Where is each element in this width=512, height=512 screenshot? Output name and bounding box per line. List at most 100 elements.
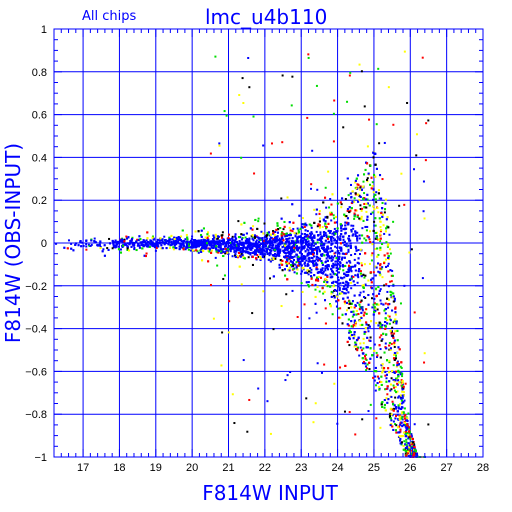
data-point [335,240,338,243]
data-point [405,454,408,457]
data-point [295,244,298,247]
data-point [359,207,362,210]
data-point [300,226,303,229]
data-point [298,214,301,217]
data-point [390,342,393,345]
data-point [332,237,335,240]
data-point [145,239,148,242]
data-point [378,292,381,295]
data-point [251,245,254,248]
data-point [390,395,393,398]
data-point [355,344,358,347]
data-point [303,235,306,238]
data-point [407,434,410,437]
data-point [292,227,295,230]
data-point [344,273,347,276]
data-point [164,239,167,242]
data-point [394,417,397,420]
data-point [224,250,227,253]
data-point [347,282,350,285]
data-point [335,246,338,249]
data-point [400,417,403,420]
data-point [331,193,334,196]
data-point [374,163,377,166]
data-point [215,235,218,238]
data-point [131,236,134,239]
data-point [220,251,223,254]
data-point [155,246,158,249]
data-point [385,387,388,390]
data-point [240,247,243,250]
data-point [285,245,288,248]
data-point [194,246,197,249]
data-point [323,250,326,253]
data-point [135,249,138,252]
data-point [350,287,353,290]
data-point [318,210,321,213]
data-point [190,246,193,249]
data-point [388,380,391,383]
data-point [288,245,291,248]
data-point [405,441,408,444]
data-point [384,388,387,391]
data-point [366,346,369,349]
data-point [372,293,375,296]
data-point [392,284,395,287]
data-point [332,262,335,265]
data-point [399,372,402,375]
data-point [390,274,393,277]
data-point [365,210,368,213]
data-point [330,237,333,240]
data-point [359,186,362,189]
data-point [389,329,392,332]
data-point [375,191,378,194]
data-point [358,262,361,265]
data-point [373,220,376,223]
data-point [247,243,250,246]
data-point [389,347,392,350]
data-point [345,227,348,230]
data-point [392,335,395,338]
data-point [393,353,396,356]
data-point [333,231,336,234]
data-point [262,239,265,242]
data-point [99,245,102,248]
data-point [300,272,303,275]
data-point [380,229,383,232]
data-point [293,246,296,249]
data-point [326,259,329,262]
data-point [378,197,381,200]
data-point [359,188,362,191]
data-point [284,251,287,254]
data-point [408,446,411,449]
data-point [191,245,194,248]
data-point [178,242,181,245]
data-point [149,239,152,242]
data-point [394,385,397,388]
data-point [276,222,279,225]
data-point [285,264,288,267]
data-point [392,403,395,406]
data-point [168,241,171,244]
data-point [347,244,350,247]
data-point [121,241,124,244]
data-point [389,290,392,293]
data-point [219,244,222,247]
data-point [305,235,308,238]
data-point [260,248,263,251]
data-point [398,348,401,351]
data-point [111,239,114,242]
data-point [282,228,285,231]
data-point [321,261,324,264]
data-point [355,339,358,342]
data-point [396,339,399,342]
data-point [99,240,102,243]
data-point [407,427,410,430]
data-point [143,244,146,247]
data-point [345,245,348,248]
data-point [366,178,369,181]
data-point [287,257,290,260]
data-point [341,322,344,325]
data-point [297,261,300,264]
data-point [379,327,382,330]
